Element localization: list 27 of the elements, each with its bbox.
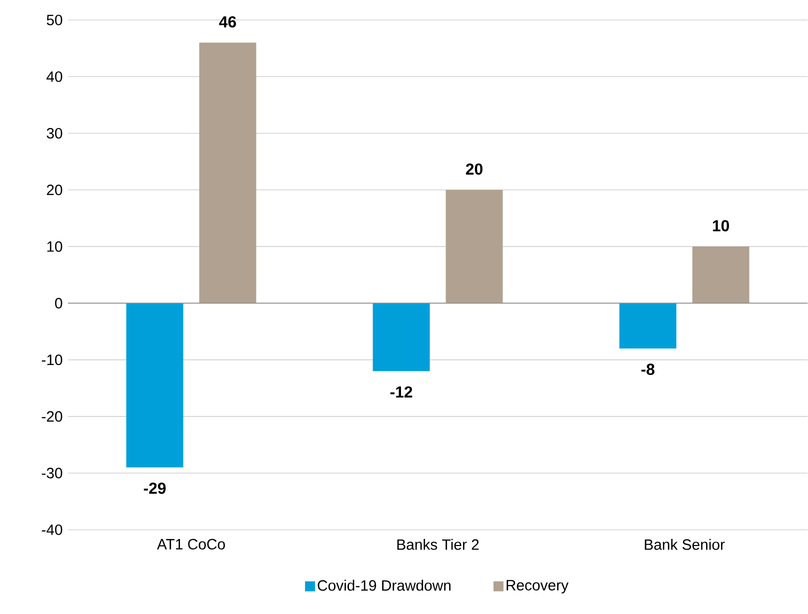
x-tick-label: Bank Senior	[644, 539, 725, 550]
bar	[692, 246, 750, 304]
bar	[446, 190, 503, 304]
data-label: 10	[712, 220, 730, 232]
data-label: -29	[144, 482, 166, 494]
y-tick-label: 40	[46, 71, 62, 82]
x-tick-label: AT1 CoCo	[156, 539, 225, 550]
y-tick-label: 0	[55, 298, 62, 309]
legend-label: Covid-19 Drawdown	[318, 580, 450, 591]
data-label: 46	[219, 16, 236, 28]
bar	[126, 303, 184, 468]
bar	[199, 42, 256, 304]
y-tick-label: 50	[46, 14, 62, 26]
y-tick-label: 10	[47, 241, 62, 252]
y-tick-label: 20	[46, 184, 62, 196]
y-tick-label: -30	[42, 468, 62, 479]
y-tick-label: -10	[42, 354, 62, 366]
data-label: 20	[466, 164, 482, 175]
y-tick-label: -20	[42, 411, 62, 422]
data-label: -12	[390, 386, 412, 398]
y-tick-label: 30	[46, 128, 62, 139]
data-label: -8	[641, 364, 654, 376]
bar	[619, 303, 676, 349]
legend-label: Recovery	[506, 580, 569, 594]
bar	[372, 303, 430, 372]
y-tick-label: -40	[42, 524, 62, 536]
x-tick-label: Banks Tier 2	[397, 539, 479, 550]
